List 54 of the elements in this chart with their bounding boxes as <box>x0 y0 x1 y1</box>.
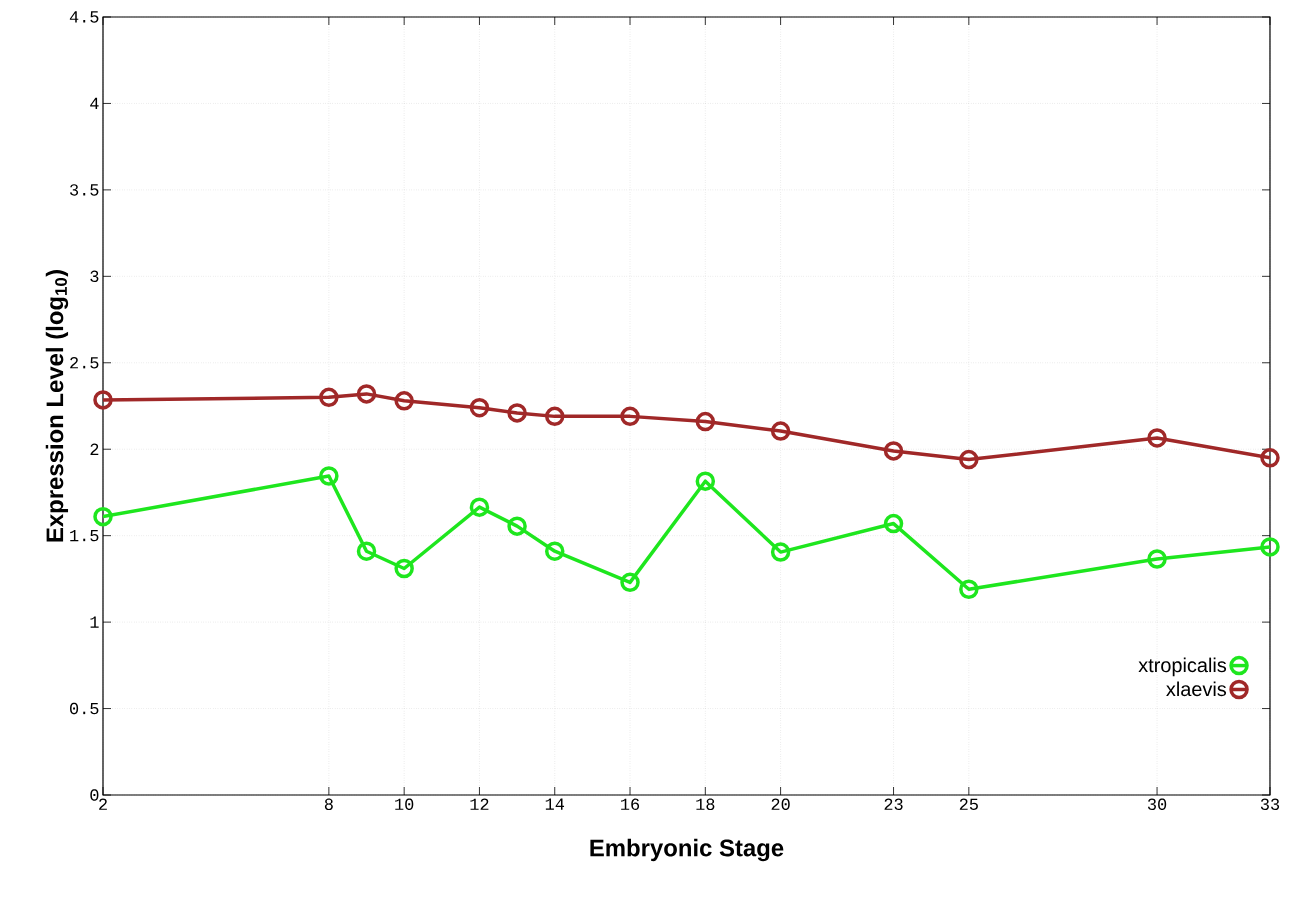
x-tick-label: 20 <box>771 798 790 811</box>
point <box>959 579 979 600</box>
point <box>356 384 377 404</box>
point <box>1147 428 1167 448</box>
x-tick-label: 23 <box>884 798 903 811</box>
point <box>1260 537 1280 557</box>
y-tick-label: 2.5 <box>70 357 99 369</box>
point <box>620 572 640 593</box>
x-tick-label: 18 <box>696 798 715 811</box>
point <box>394 391 414 411</box>
y-tick-label: 2 <box>90 443 99 455</box>
point <box>620 406 640 427</box>
y-tick-label: 0 <box>90 789 99 801</box>
point <box>544 541 565 561</box>
point <box>469 397 490 418</box>
legend-label: xtropicalis <box>1138 657 1227 677</box>
y-tick-label: 3 <box>90 270 99 283</box>
point <box>394 558 414 579</box>
legend-label: xlaevis <box>1166 681 1227 697</box>
x-tick-label: 33 <box>1260 798 1280 811</box>
point <box>507 516 527 536</box>
point <box>1147 549 1167 569</box>
x-tick-label: 25 <box>959 798 978 811</box>
x-axis-title: Embryonic Stage <box>590 838 784 862</box>
y-axis-title: Expression Level (log$_{10}$) <box>45 270 69 542</box>
point <box>356 541 377 561</box>
x-tick-label: 12 <box>470 798 489 810</box>
point <box>507 403 527 423</box>
point <box>544 406 565 427</box>
y-tick-label: 1.5 <box>70 530 99 542</box>
y-tick-label: 4 <box>90 97 99 110</box>
y-tick-label: 1 <box>90 616 99 628</box>
x-tick-label: 14 <box>545 798 565 810</box>
y-tick-label: 0.5 <box>70 702 99 715</box>
x-tick-label: 10 <box>395 798 414 811</box>
point <box>319 466 339 486</box>
x-tick-label: 8 <box>324 798 333 811</box>
point <box>770 542 791 562</box>
x-tick-label: 30 <box>1147 798 1167 811</box>
point <box>469 497 490 517</box>
point <box>695 411 716 432</box>
point <box>883 513 904 534</box>
point <box>93 506 113 527</box>
point <box>319 387 339 408</box>
point <box>695 471 716 491</box>
point <box>883 441 904 461</box>
point <box>93 390 113 410</box>
point <box>770 421 791 441</box>
x-tick-label: 16 <box>621 798 640 811</box>
x-tick-label: 2 <box>99 798 107 810</box>
point <box>959 449 979 470</box>
y-tick-label: 4.5 <box>69 11 99 23</box>
y-tick-label: 3.5 <box>70 184 99 196</box>
point <box>1260 448 1280 468</box>
